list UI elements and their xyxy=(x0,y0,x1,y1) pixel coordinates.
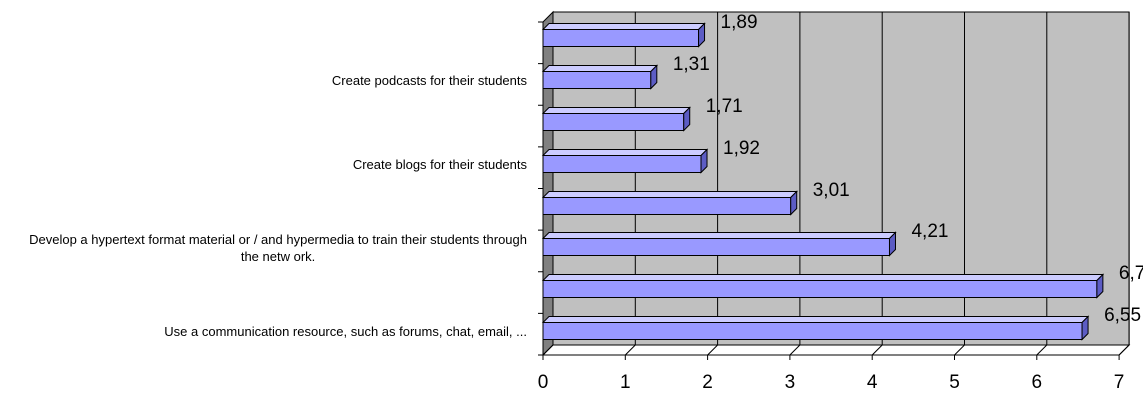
x-tick-label: 0 xyxy=(538,372,549,393)
bar-top xyxy=(541,232,897,239)
bar-top xyxy=(541,23,706,30)
category-label: Use a communication resource, such as fo… xyxy=(164,324,527,339)
bar-side xyxy=(698,22,706,48)
bar-side xyxy=(1081,315,1089,341)
bar-side xyxy=(1096,273,1104,299)
bar xyxy=(542,155,702,173)
bar xyxy=(542,280,1098,298)
bar-side xyxy=(650,64,658,90)
x-axis: 0 1 2 3 4 5 6 7 xyxy=(538,21,1125,393)
bar xyxy=(542,29,700,47)
category-label: Create podcasts for their students xyxy=(332,73,528,88)
bar xyxy=(542,238,890,256)
category-label: Develop a hypertext format material or /… xyxy=(29,232,527,264)
bar-side xyxy=(683,106,691,132)
floor-gridline xyxy=(789,344,801,356)
floor-gridline xyxy=(1036,344,1048,356)
category-label-line: Develop a hypertext format material or /… xyxy=(29,232,527,247)
category-label: Create blogs for their students xyxy=(353,157,528,172)
data-label: 1,31 xyxy=(673,54,710,75)
bar-top xyxy=(541,149,709,156)
bar xyxy=(542,197,792,215)
floor-gridline xyxy=(954,344,965,356)
category-labels: Use a communication resource, such as fo… xyxy=(29,73,527,339)
bar xyxy=(542,113,685,131)
bar-top xyxy=(541,316,1090,323)
floor-gridline xyxy=(1118,344,1130,356)
data-label: 6,55 xyxy=(1104,305,1141,326)
bar xyxy=(542,71,652,89)
x-tick-label: 1 xyxy=(620,372,631,393)
x-tick-label: 2 xyxy=(702,372,713,393)
bar-top xyxy=(541,65,659,72)
x-tick-label: 7 xyxy=(1114,372,1125,393)
bar xyxy=(542,322,1083,340)
data-label: 4,21 xyxy=(911,221,948,242)
bar-top xyxy=(541,274,1105,281)
bar-side xyxy=(888,231,896,257)
category-label-line: the netw ork. xyxy=(241,249,315,264)
data-label: 6,73 xyxy=(1119,263,1143,284)
x-tick-label: 3 xyxy=(785,372,796,393)
bars xyxy=(541,22,1105,341)
data-label: 1,71 xyxy=(706,96,743,117)
x-tick-label: 4 xyxy=(867,372,878,393)
floor-gridline xyxy=(542,344,554,356)
plot-side-wall xyxy=(542,10,554,357)
bar-side xyxy=(700,148,708,174)
x-tick-label: 5 xyxy=(949,372,960,393)
data-label: 3,01 xyxy=(813,180,850,201)
x-tick-label: 6 xyxy=(1032,372,1043,393)
data-label: 1,92 xyxy=(723,138,760,159)
floor-gridline xyxy=(871,344,883,356)
data-label: 1,89 xyxy=(721,12,758,33)
value-labels: 6,55 6,73 4,21 3,01 1,92 1,71 1,31 1,89 xyxy=(673,12,1143,326)
floor-gridline xyxy=(707,344,718,356)
bar-top xyxy=(541,191,798,198)
floor-gridline xyxy=(624,344,636,356)
bar-side xyxy=(790,190,798,216)
bar-top xyxy=(541,107,691,114)
